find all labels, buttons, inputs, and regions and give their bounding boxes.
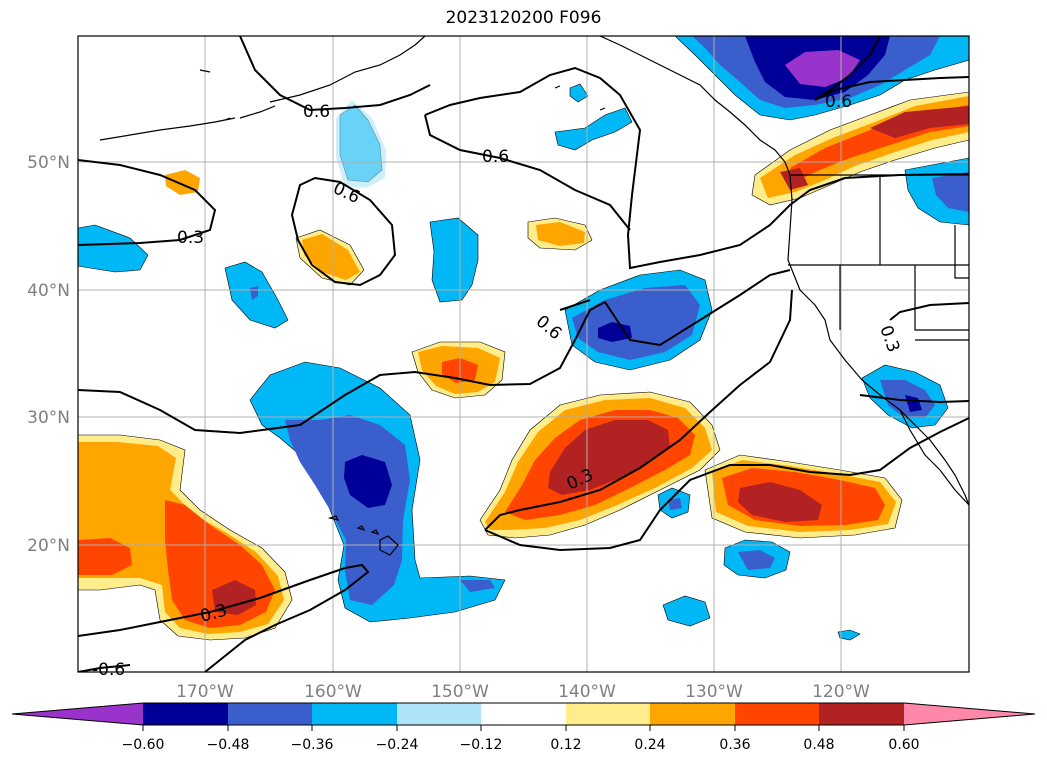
lat-label: 20°N [27, 536, 70, 556]
small-patch-b [554, 107, 633, 151]
colorbar-tick-label: 0.48 [803, 737, 834, 753]
colorbar-bin [819, 703, 904, 725]
longitude-labels: 170°W 160°W 150°W 140°W 130°W 120°W [176, 682, 870, 702]
contour-label: 0.6 [303, 102, 330, 122]
colorbar-extend-high [904, 703, 1035, 725]
colorbar-tick-label: 0.24 [634, 737, 665, 753]
map-title: 2023120200 F096 [445, 8, 602, 28]
lat-label: 50°N [27, 153, 70, 173]
colorbar-bin [481, 703, 566, 725]
bc-coast-low-core [932, 172, 969, 212]
colorbar-tick-label: −0.48 [207, 737, 250, 753]
contour-label: 0.6 [482, 147, 509, 167]
contour-label: 0.6 [825, 92, 852, 112]
contour-label: -0.6 [92, 660, 125, 680]
colorbar-bin [735, 703, 819, 725]
colorbar-tick-label: 0.36 [719, 737, 750, 753]
socal-low [861, 364, 949, 429]
lat-label: 30°N [27, 408, 70, 428]
eastern-subtropical-high [704, 454, 903, 539]
colorbar-bin [650, 703, 735, 725]
colorbar-bin [397, 703, 481, 725]
lon-label: 120°W [812, 682, 870, 702]
south-patch-2-core [738, 550, 775, 570]
colorbar-bin [143, 703, 228, 725]
south-patch-3 [662, 595, 711, 627]
pacific-northwest-band [751, 91, 969, 206]
colorbar-bin [566, 703, 650, 725]
lon-label: 140°W [558, 682, 616, 702]
central-pacific-low [249, 361, 506, 623]
contour-lines [78, 36, 969, 672]
lat-label: 40°N [27, 281, 70, 301]
lon-label: 150°W [431, 682, 489, 702]
subtropical-high [479, 391, 721, 539]
colorbar-bin [228, 703, 312, 725]
gulf-of-alaska-low [674, 36, 969, 121]
shaded-field [78, 36, 969, 641]
plot-frame [77, 35, 970, 673]
contour-label: 0.3 [177, 228, 204, 248]
hawaiian-high [78, 434, 293, 641]
small-patch-a [569, 83, 589, 103]
orange-patch-2 [302, 234, 360, 280]
south-patch-4 [837, 629, 861, 641]
colorbar-tick-label: −0.24 [376, 737, 419, 753]
colorbar-tick-label: 0.12 [550, 737, 581, 753]
colorbar-extend-low [12, 703, 143, 725]
lon-label: 170°W [176, 682, 234, 702]
orange-patch-3 [536, 222, 585, 246]
colorbar-tick-label: 0.60 [888, 737, 919, 753]
south-patch-1-core [668, 498, 682, 510]
colorbar-tick-label: −0.36 [291, 737, 334, 753]
lon-label: 160°W [304, 682, 362, 702]
lon-label: 130°W [685, 682, 743, 702]
latitude-labels: 50°N 40°N 30°N 20°N [27, 153, 70, 556]
alaska-patch-outer [336, 100, 386, 188]
colorbar-ticks [142, 725, 905, 731]
graticule [78, 36, 969, 672]
west-edge-low [78, 224, 149, 273]
colorbar: −0.60 −0.48 −0.36 −0.24 −0.12 0.12 0.24 … [11, 702, 1036, 753]
colorbar-bin [312, 703, 397, 725]
mid-patch-1 [429, 217, 479, 303]
northeast-pacific-low [564, 269, 713, 371]
colorbar-tick-label: −0.12 [460, 737, 503, 753]
colorbar-tick-label: −0.60 [122, 737, 165, 753]
